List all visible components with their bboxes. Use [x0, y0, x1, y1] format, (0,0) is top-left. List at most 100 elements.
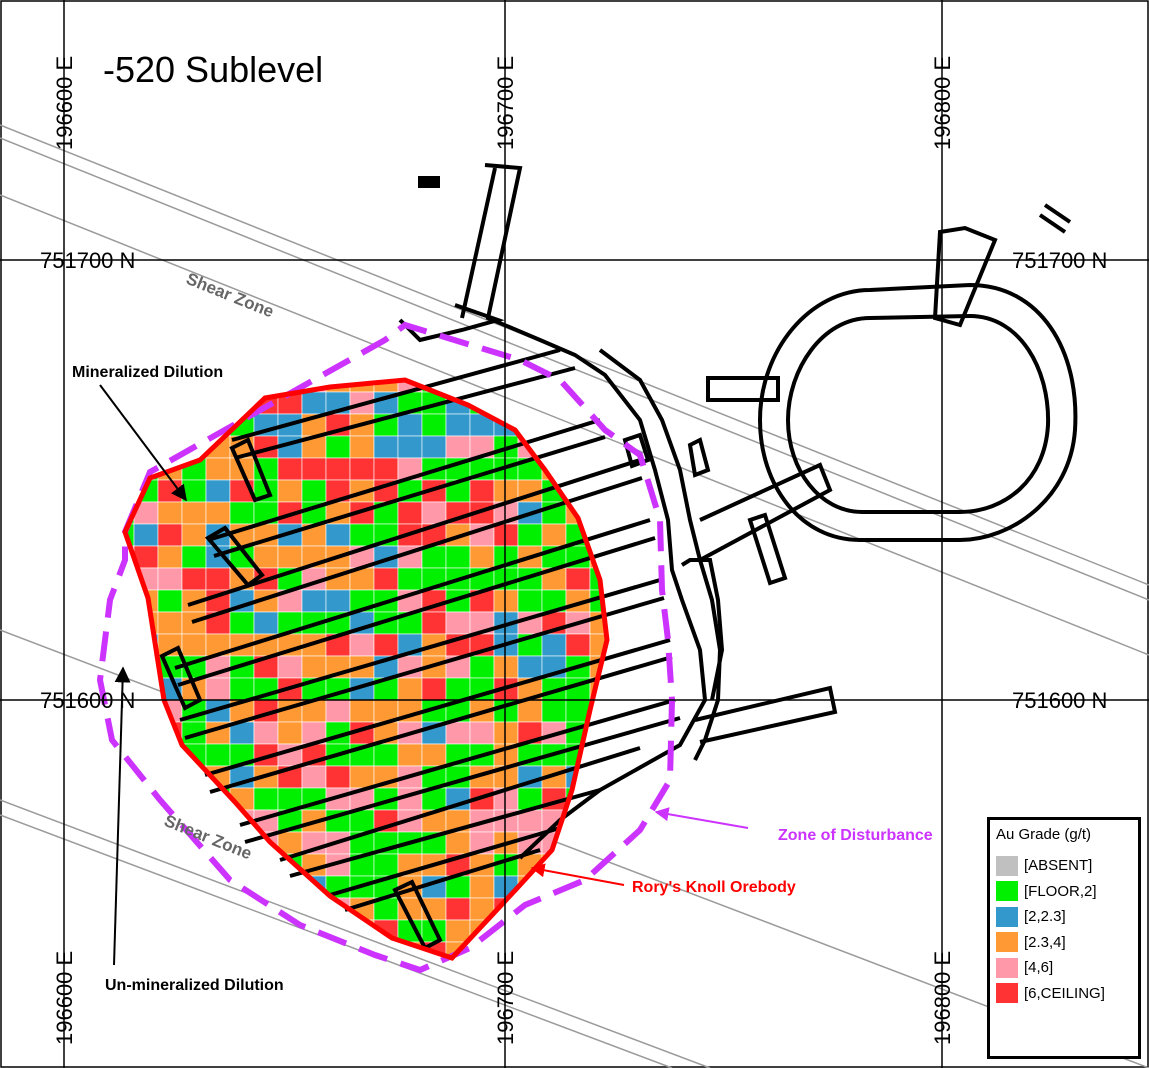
mineralized-dilution-label: Mineralized Dilution [72, 364, 223, 381]
legend-item: [ABSENT] [996, 853, 1132, 879]
ore-block [181, 567, 207, 591]
ore-block [205, 677, 231, 701]
ore-block [565, 633, 591, 657]
orebody-label: Rory's Knoll Orebody [632, 879, 796, 896]
ore-block [181, 545, 207, 569]
legend-swatch [996, 855, 1018, 876]
ore-block [205, 479, 231, 503]
ore-block [541, 633, 567, 657]
ore-block [517, 699, 543, 723]
ore-block [397, 501, 423, 525]
ore-block [493, 523, 519, 547]
ore-block [229, 501, 255, 525]
easting-label-top-1: 196600 E [52, 56, 77, 150]
ore-block [349, 809, 375, 833]
ore-block [421, 435, 447, 459]
ore-block [469, 721, 495, 745]
mineralized-dilution-arrow [99, 384, 187, 502]
legend-label: [2,2.3] [1024, 908, 1066, 926]
ore-block [397, 743, 423, 767]
ore-block [277, 479, 303, 503]
legend-item: [FLOOR,2] [996, 879, 1132, 905]
legend-swatch [996, 932, 1018, 953]
legend-swatch [996, 881, 1018, 902]
ore-block [301, 391, 327, 415]
ore-block [445, 897, 471, 921]
ore-block [325, 699, 351, 723]
ore-block [469, 655, 495, 679]
ore-block [469, 479, 495, 503]
ore-block [349, 435, 375, 459]
legend-swatch [996, 957, 1018, 978]
ore-block [397, 435, 423, 459]
ore-block [205, 567, 231, 591]
ore-block [421, 677, 447, 701]
easting-label-bottom-2: 196700 E [493, 951, 518, 1045]
orebody-arrow [530, 863, 625, 886]
legend-label: [4,6] [1024, 959, 1054, 977]
ore-block [181, 523, 207, 547]
unmineralized-dilution-label: Un-mineralized Dilution [105, 977, 284, 994]
ore-block [253, 545, 279, 569]
ore-block [397, 567, 423, 591]
northing-label-right-1: 751700 N [1012, 248, 1107, 273]
ore-block [325, 435, 351, 459]
legend-item: [4,6] [996, 955, 1132, 981]
ore-block [349, 699, 375, 723]
legend-item: [2,2.3] [996, 904, 1132, 930]
ore-block [301, 457, 327, 481]
ore-block [421, 743, 447, 767]
grid-labels: 196600 E 196700 E 196800 E 196600 E 1967… [40, 56, 1107, 1045]
ore-block [445, 721, 471, 745]
legend-label: [6,CEILING] [1024, 984, 1105, 1002]
ore-block [277, 721, 303, 745]
ore-block [301, 765, 327, 789]
ore-block [421, 501, 447, 525]
ore-block [421, 413, 447, 437]
unmineralized-dilution-arrow [113, 666, 131, 966]
legend-item: [6,CEILING] [996, 981, 1132, 1007]
ore-block [565, 567, 591, 591]
legend-swatch [996, 906, 1018, 927]
ore-block [541, 523, 567, 547]
ore-block [157, 501, 183, 525]
ore-block [421, 611, 447, 635]
easting-label-top-2: 196700 E [493, 56, 518, 150]
ore-block [325, 457, 351, 481]
au-grade-legend: Au Grade (g/t) [ABSENT] [FLOOR,2] [2,2.3][… [987, 817, 1141, 1059]
ore-block [277, 457, 303, 481]
ore-block [349, 633, 375, 657]
ore-block [517, 655, 543, 679]
ore-block [205, 457, 231, 481]
ore-block [349, 765, 375, 789]
ore-block [301, 479, 327, 503]
ore-block [541, 699, 567, 723]
map-title: -520 Sublevel [103, 49, 323, 90]
ore-block [157, 611, 183, 635]
ore-block [373, 633, 399, 657]
easting-label-bottom-1: 196600 E [52, 951, 77, 1045]
legend-label: [ABSENT] [1024, 857, 1093, 875]
ore-block [133, 523, 159, 547]
ore-block [445, 611, 471, 635]
ore-block [373, 567, 399, 591]
ore-block [205, 743, 231, 767]
northing-label-left-2: 751600 N [40, 688, 135, 713]
ore-block [349, 523, 375, 547]
ore-block [301, 589, 327, 613]
ore-block [373, 743, 399, 767]
zone-of-disturbance-outline [96, 321, 676, 974]
ore-block [277, 655, 303, 679]
easting-label-top-3: 196800 E [930, 56, 955, 150]
ore-block [445, 831, 471, 855]
ore-block [325, 765, 351, 789]
ore-block [445, 919, 471, 943]
ore-block [445, 413, 471, 437]
ore-block [445, 677, 471, 701]
ore-block [229, 677, 255, 701]
ore-block [157, 589, 183, 613]
northing-label-right-2: 751600 N [1012, 688, 1107, 713]
zone-of-disturbance-label: Zone of Disturbance [778, 827, 933, 844]
legend-label: [2.3,4] [1024, 933, 1066, 951]
